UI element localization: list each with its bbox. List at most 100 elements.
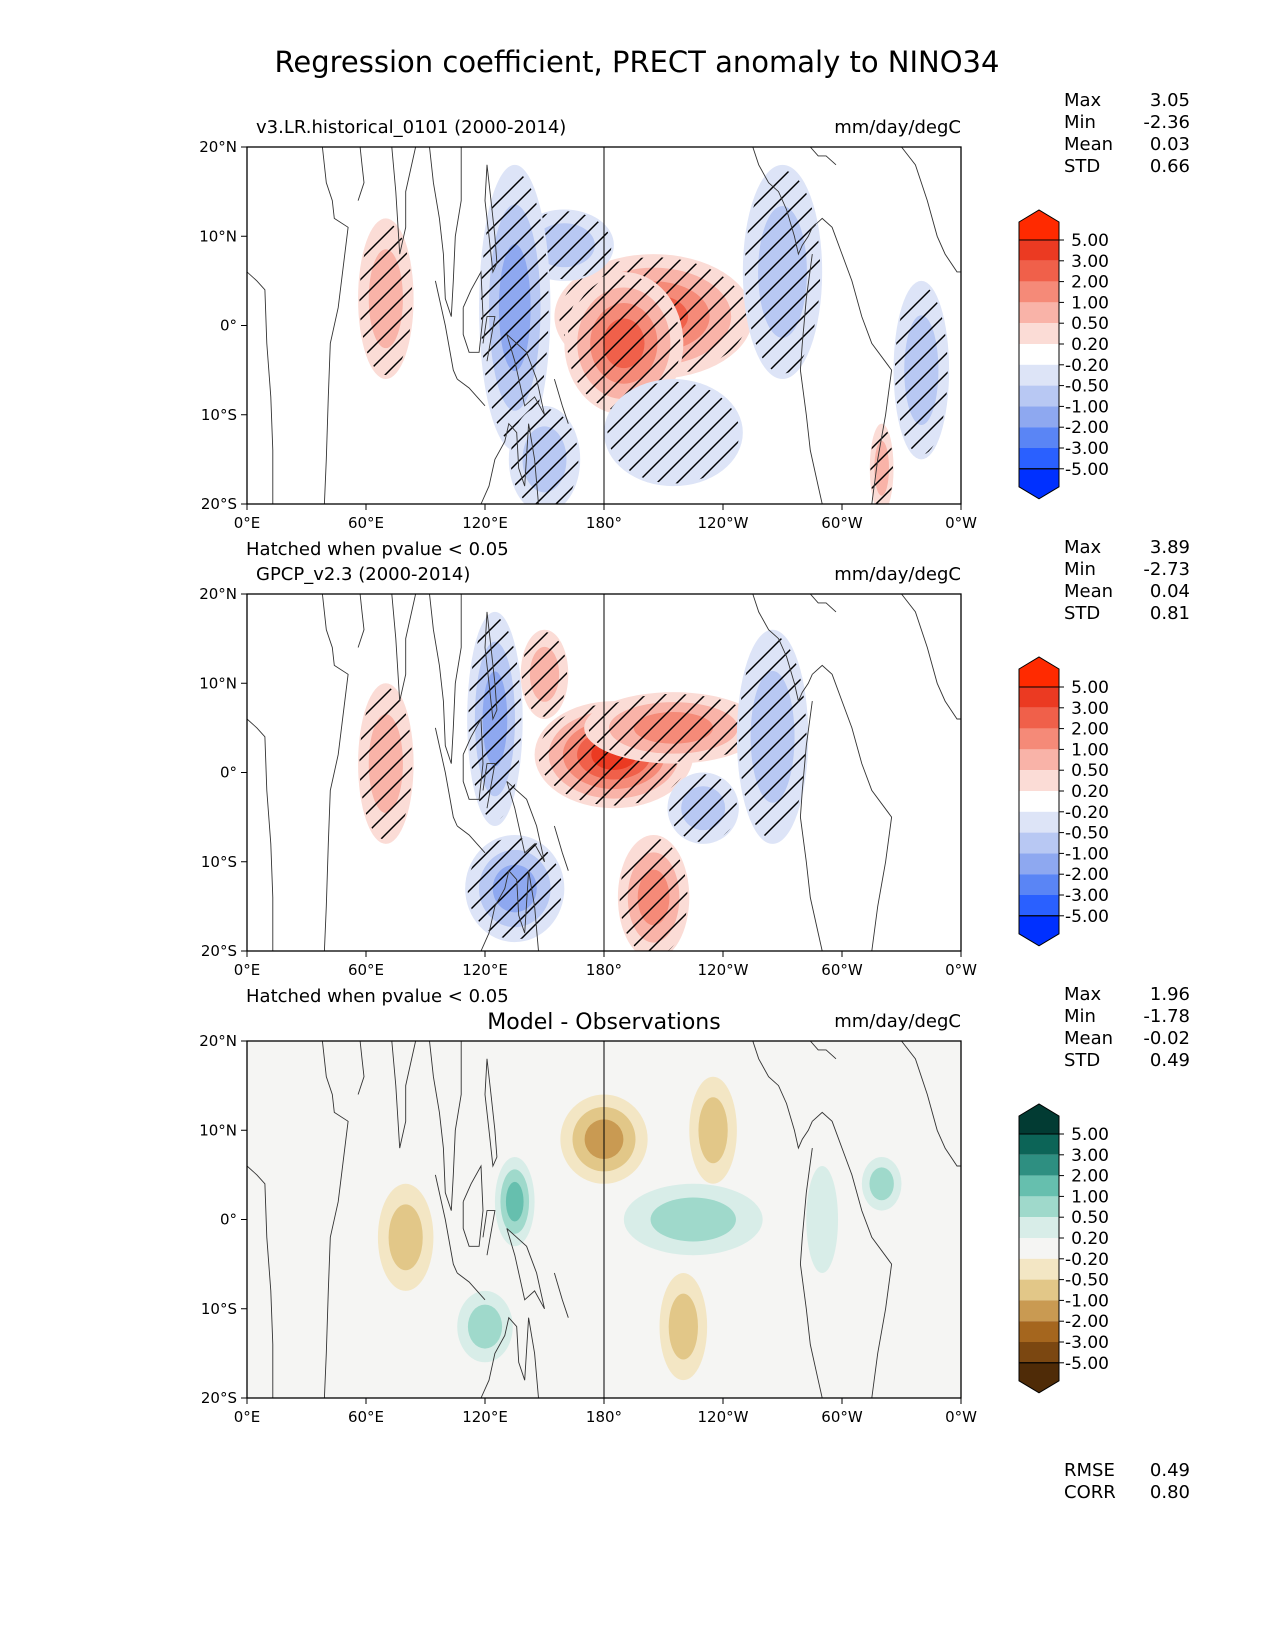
colorbar-swatch: [1019, 1258, 1059, 1280]
panel-units: mm/day/degC: [834, 564, 961, 585]
stat-value: 3.05: [1150, 90, 1190, 111]
colorbar-top-extend: [1018, 656, 1060, 688]
significance-hatch: [619, 838, 688, 951]
x-tick-label: 0°W: [945, 961, 977, 979]
coastline: [462, 1164, 484, 1247]
coastline: [881, 1041, 961, 1167]
coastline: [247, 1165, 274, 1398]
coastline: [429, 1041, 462, 1211]
y-tick-label: 10°S: [201, 1300, 237, 1318]
colorbar-level-label: -0.50: [1065, 1271, 1109, 1291]
coastline: [506, 781, 545, 863]
colorbar-level-label: -0.20: [1065, 356, 1109, 376]
colorbar-bottom-extend: [1018, 1362, 1060, 1394]
coastline: [473, 869, 539, 951]
metrics: RMSE 0.49 CORR 0.80: [1064, 1460, 1190, 1503]
y-tick-label: 20°N: [199, 138, 237, 156]
y-tick-label: 20°S: [201, 1389, 237, 1407]
significance-hatch: [521, 631, 568, 717]
colorbar-swatch: [1019, 1196, 1059, 1218]
coastline: [321, 147, 349, 504]
colorbar-level-label: -5.00: [1065, 460, 1109, 480]
colorbar-level-label: -3.00: [1065, 439, 1109, 459]
coastline: [752, 147, 813, 256]
stat-label: Max: [1064, 984, 1102, 1005]
colorbar-level-label: 3.00: [1071, 252, 1109, 272]
colorbar-swatch: [1019, 770, 1059, 791]
colorbar-level-label: -3.00: [1065, 886, 1109, 906]
coastline: [391, 594, 417, 702]
coastline: [809, 1041, 837, 1060]
significance-hatch: [744, 170, 821, 374]
colorbar-swatch: [1019, 427, 1059, 448]
colorbar-swatch: [1019, 1238, 1059, 1259]
anomaly-contour: [806, 1165, 839, 1274]
colorbar-level-label: 0.20: [1071, 335, 1109, 355]
stat-value: -2.73: [1143, 559, 1190, 580]
coastline: [809, 594, 837, 613]
coastline: [456, 825, 486, 854]
coastline: [811, 217, 893, 504]
colorbar-swatch: [1019, 749, 1059, 771]
colorbar-level-label: 3.00: [1071, 1146, 1109, 1166]
colorbar-swatch: [1019, 344, 1059, 365]
colorbar-swatch: [1019, 1134, 1059, 1155]
colorbar-level-label: 1.00: [1071, 293, 1109, 313]
x-tick-label: 60°E: [348, 1408, 384, 1426]
coastline: [473, 1316, 539, 1398]
x-tick-label: 0°W: [945, 1408, 977, 1426]
coastline: [247, 271, 274, 504]
coastline: [462, 717, 484, 800]
colorbar-level-label: -5.00: [1065, 907, 1109, 927]
stat-value: 0.03: [1150, 134, 1190, 155]
x-tick-label: 120°W: [698, 514, 749, 532]
coastline: [799, 254, 823, 504]
y-tick-label: 20°N: [199, 1032, 237, 1050]
x-tick-label: 0°E: [234, 514, 261, 532]
y-tick-label: 10°S: [201, 406, 237, 424]
colorbar-swatch: [1019, 260, 1059, 282]
metric-label: CORR: [1064, 1482, 1116, 1503]
coastline: [482, 763, 496, 809]
colorbar-bottom-extend: [1018, 915, 1060, 947]
colorbar-swatch: [1019, 895, 1059, 916]
coastline: [357, 1041, 365, 1095]
significance-hatch: [567, 275, 681, 412]
y-tick-label: 20°S: [201, 942, 237, 960]
field-layer: [247, 147, 961, 504]
coastline: [506, 334, 545, 416]
x-tick-label: 120°E: [462, 961, 508, 979]
coastline: [752, 1041, 813, 1150]
coastline: [553, 1272, 569, 1318]
coastline: [247, 718, 274, 951]
colorbar-level-label: -0.50: [1065, 377, 1109, 397]
colorbar-swatch: [1019, 1175, 1059, 1197]
colorbar-swatch: [1019, 323, 1059, 344]
coastline: [881, 147, 961, 273]
panel-units: mm/day/degC: [834, 1011, 961, 1032]
significance-hatch: [510, 408, 579, 504]
metric-value: 0.49: [1150, 1460, 1190, 1481]
colorbar-swatch: [1019, 240, 1059, 261]
coastline: [809, 147, 837, 166]
significance-hatch: [588, 693, 759, 762]
anomaly-contour: [698, 1097, 728, 1164]
y-tick-label: 20°S: [201, 495, 237, 513]
coastline: [811, 1111, 893, 1398]
colorbar-swatch: [1019, 791, 1059, 812]
map-panel-1: 0°E 60°E 120°E 180° 120°W 60°W 0°W 20°N 10°N 0° 10…: [199, 90, 1190, 532]
hatch-note: Hatched when pvalue < 0.05: [246, 986, 509, 1007]
colorbar-level-label: 2.00: [1071, 1167, 1109, 1187]
coastline: [881, 594, 961, 720]
colorbar-level-label: -1.00: [1065, 1291, 1109, 1311]
stat-label: Min: [1064, 1006, 1096, 1027]
stat-label: Max: [1064, 90, 1102, 111]
colorbar-top-extend: [1018, 1103, 1060, 1135]
colorbar-level-label: 5.00: [1071, 1125, 1109, 1145]
coastline: [799, 701, 823, 951]
colorbar-level-label: -1.00: [1065, 397, 1109, 417]
coastline: [484, 164, 498, 274]
colorbar-swatch: [1019, 1321, 1059, 1342]
colorbar-swatch: [1019, 1217, 1059, 1238]
